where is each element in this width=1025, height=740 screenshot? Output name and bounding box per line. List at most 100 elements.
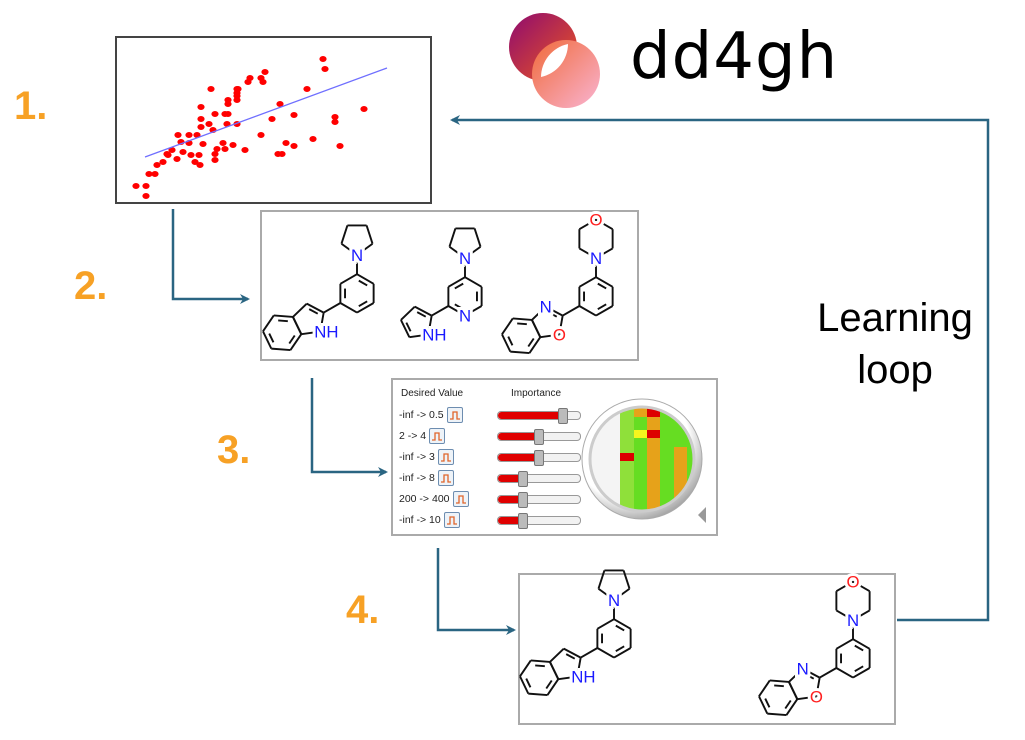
desired-value-row: -inf -> 10 (399, 512, 460, 528)
arrow-step3-to-step4 (436, 548, 516, 635)
double-bond (774, 684, 784, 688)
bond (273, 314, 294, 318)
bond (464, 245, 482, 259)
scatter-point (246, 75, 254, 81)
indole-pyrrolidine-molecule: N NH (262, 224, 375, 352)
scatter-point (211, 157, 219, 163)
bond (289, 333, 303, 351)
slider-fill (498, 496, 523, 503)
double-bond (784, 699, 792, 710)
slider-thumb[interactable] (534, 450, 544, 466)
nitrogen-atom-label: N (459, 249, 471, 268)
desired-value-header: Desired Value (401, 388, 464, 399)
bond (409, 333, 429, 339)
importance-slider[interactable] (497, 492, 581, 508)
bond (819, 667, 837, 679)
scatter-point (221, 146, 229, 152)
scatter-point (282, 140, 290, 146)
scatter-point (173, 156, 181, 162)
bond (473, 228, 482, 248)
importance-slider[interactable] (497, 408, 581, 424)
bond (835, 580, 854, 593)
scatter-point (290, 112, 298, 118)
bond (758, 679, 771, 697)
desired-range: -inf -> 0.5 (399, 409, 444, 421)
desired-value-row: 200 -> 400 (399, 491, 469, 507)
double-bond (615, 624, 625, 632)
bond (802, 667, 821, 679)
scatter-point (191, 159, 199, 165)
slider-thumb[interactable] (534, 429, 544, 445)
bond (531, 305, 547, 321)
scatter-point (319, 56, 327, 62)
scatter-point (193, 132, 201, 138)
pulse-function-icon[interactable] (443, 512, 460, 528)
scatter-point (233, 97, 241, 103)
scatter-point (205, 121, 213, 127)
pulse-function-icon[interactable] (446, 407, 463, 423)
nitrogen-atom-label: N (590, 249, 602, 268)
bond (512, 317, 533, 321)
importance-slider[interactable] (497, 471, 581, 487)
arrow-step2-to-step3 (310, 378, 388, 477)
double-bond (565, 653, 576, 660)
slider-fill (498, 454, 539, 461)
double-bond (597, 282, 607, 290)
bond (501, 317, 514, 335)
bond (447, 276, 466, 288)
bond (580, 647, 598, 659)
double-bond (615, 645, 625, 653)
bond (785, 698, 799, 716)
bond (549, 661, 560, 680)
scatter-point (142, 183, 150, 189)
scatter-point (199, 141, 207, 147)
bond (292, 302, 308, 318)
logo-text: dd4gh (630, 20, 839, 94)
bond (622, 570, 631, 590)
double-bond (358, 300, 368, 308)
candidate-molecules-panel (260, 210, 639, 361)
desired-range: -inf -> 8 (399, 472, 435, 484)
step-2-label: 2. (74, 264, 108, 308)
bond (578, 276, 597, 288)
slider-thumb[interactable] (517, 513, 528, 529)
pulse-function-icon[interactable] (429, 428, 446, 444)
double-bond (268, 333, 275, 343)
double-bond (405, 322, 412, 332)
bond (528, 336, 542, 354)
bond (578, 247, 597, 259)
bond (528, 692, 548, 697)
bond (447, 305, 466, 317)
nh-atom-label: NH (314, 323, 338, 342)
bond (563, 647, 582, 659)
pulse-function-icon[interactable] (437, 449, 454, 465)
importance-slider[interactable] (497, 450, 581, 466)
scatter-point (224, 111, 232, 117)
scatter-point (219, 140, 227, 146)
slider-thumb[interactable] (517, 492, 528, 508)
bond (558, 675, 578, 681)
desired-value-row: -inf -> 8 (399, 470, 454, 486)
importance-slider[interactable] (497, 513, 581, 529)
pulse-function-icon[interactable] (437, 470, 454, 486)
scatter-point (197, 124, 205, 130)
bond (788, 681, 799, 700)
scatter-plot-panel (115, 36, 432, 204)
scatter-point (229, 142, 237, 148)
importance-slider[interactable] (497, 429, 581, 445)
learning-loop-label: Learning loop (795, 292, 995, 396)
slider-thumb[interactable] (557, 408, 568, 424)
bond (546, 678, 560, 696)
slider-thumb[interactable] (517, 471, 528, 487)
scatter-point (241, 147, 249, 153)
double-bond (416, 311, 427, 318)
scatter-point (207, 86, 215, 92)
pulse-function-icon[interactable] (452, 491, 469, 507)
double-bond (547, 311, 558, 318)
double-bond (278, 319, 288, 323)
bond (769, 679, 790, 683)
bond (852, 667, 871, 679)
scatter-point (187, 152, 195, 158)
slider-fill (498, 475, 523, 482)
bond (356, 242, 374, 256)
